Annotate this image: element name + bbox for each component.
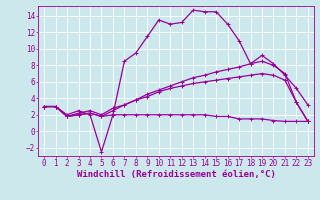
X-axis label: Windchill (Refroidissement éolien,°C): Windchill (Refroidissement éolien,°C): [76, 170, 276, 179]
